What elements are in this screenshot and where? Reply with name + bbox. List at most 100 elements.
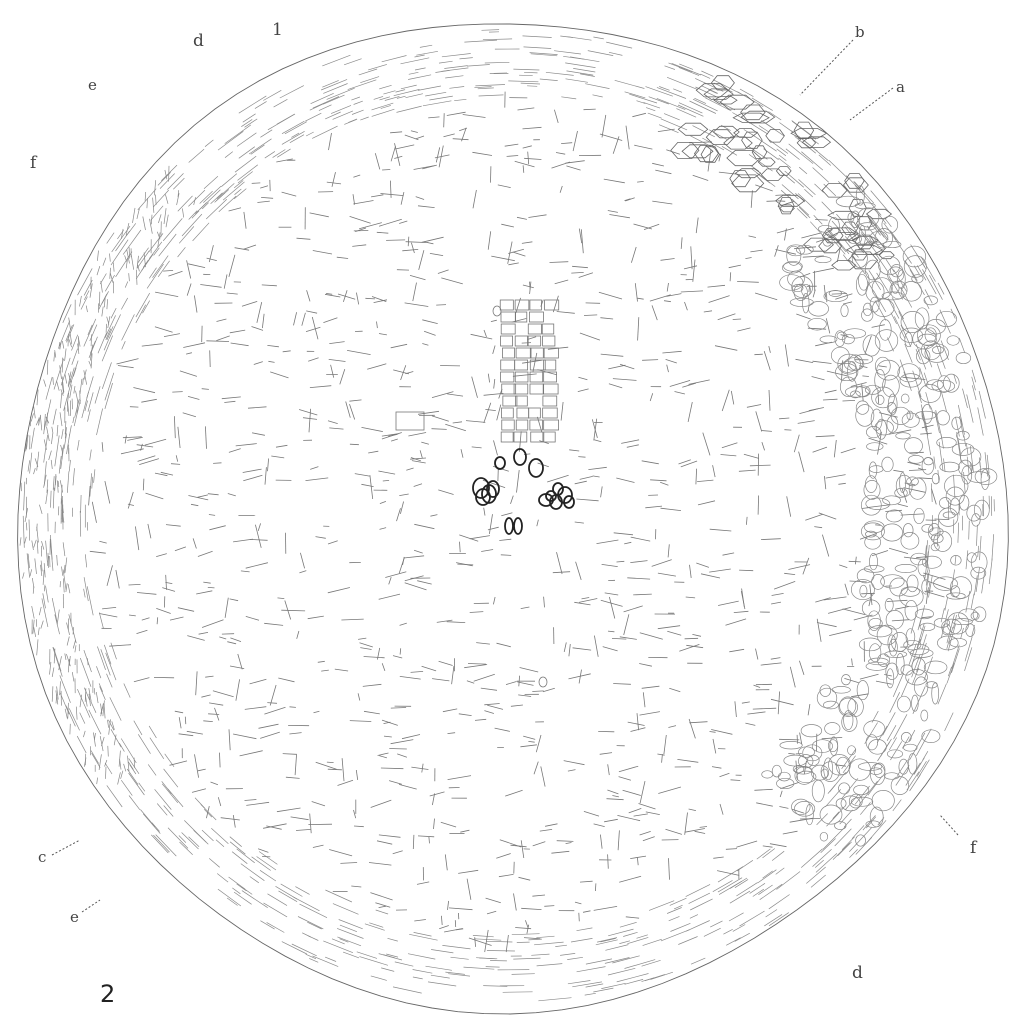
- cell-wall: [532, 690, 544, 692]
- fibre-stroke: [67, 334, 69, 347]
- fibre-stroke: [90, 353, 93, 369]
- band-stroke: [248, 138, 272, 155]
- cell-wall: [521, 241, 533, 244]
- cell-wall: [309, 212, 329, 218]
- cortex-cell: [834, 330, 846, 347]
- cell-wall: [771, 593, 784, 596]
- cell-wall: [217, 797, 222, 807]
- cortex-cell: [835, 363, 859, 382]
- cortex-cell: [898, 758, 909, 775]
- band-stroke: [912, 667, 920, 684]
- cell-wall: [836, 247, 841, 263]
- band-stroke: [302, 932, 311, 938]
- cell-wall: [467, 663, 487, 665]
- band-stroke: [695, 86, 720, 99]
- band-stroke: [178, 835, 187, 843]
- cell-wall: [493, 440, 498, 456]
- cell-wall: [779, 790, 783, 798]
- band-stroke: [260, 920, 275, 930]
- cortex-cell: [884, 772, 900, 780]
- cell-wall: [660, 258, 675, 261]
- cortex-cell: [884, 598, 894, 612]
- fibre-stroke: [109, 273, 114, 283]
- cell-wall: [561, 142, 573, 144]
- band-stroke: [45, 586, 49, 603]
- cell-wall: [308, 408, 311, 433]
- band-stroke: [624, 979, 644, 985]
- cell-wall: [622, 789, 641, 796]
- cell-wall: [349, 216, 371, 224]
- cortex-cell: [921, 729, 941, 743]
- cell-wall: [521, 342, 532, 344]
- fibre-stroke: [39, 504, 43, 514]
- band-stroke: [161, 783, 179, 804]
- fibre-stroke: [96, 265, 101, 276]
- cell-wall: [700, 573, 721, 579]
- cell-wall: [431, 415, 449, 422]
- cell-wall: [607, 210, 618, 213]
- strand-cell: [515, 347, 532, 359]
- band-stroke: [121, 779, 133, 796]
- band-stroke: [957, 404, 965, 435]
- parenchyma-cells: [88, 91, 950, 953]
- cell-wall: [625, 125, 630, 150]
- cell-wall: [568, 673, 591, 680]
- cell-wall: [514, 160, 535, 168]
- band-stroke: [135, 257, 151, 279]
- cell-wall: [399, 220, 408, 224]
- cortex-cell: [869, 465, 884, 473]
- cortex-cell: [867, 610, 881, 631]
- cell-wall: [375, 902, 391, 908]
- cell-wall: [380, 193, 404, 196]
- band-stroke: [312, 125, 338, 139]
- cell-wall: [294, 753, 297, 776]
- band-stroke: [511, 973, 535, 975]
- epidermal-cell: [796, 137, 817, 149]
- band-stroke: [679, 63, 694, 70]
- cell-wall: [88, 485, 91, 506]
- band-stroke: [70, 360, 79, 383]
- cell-wall: [657, 572, 676, 577]
- cell-wall: [341, 758, 345, 782]
- cell-wall: [365, 297, 376, 300]
- cell-wall: [662, 350, 682, 354]
- band-stroke: [703, 927, 721, 937]
- band-stroke: [798, 179, 816, 196]
- cell-wall: [306, 310, 318, 314]
- cell-wall: [580, 229, 584, 254]
- cortex-cell: [910, 552, 928, 566]
- cortex-cell: [881, 456, 894, 473]
- epidermal-cell: [824, 227, 859, 241]
- cell-wall: [522, 145, 532, 149]
- band-stroke: [966, 394, 974, 423]
- fibre-stroke: [29, 569, 33, 577]
- cortex-cell: [921, 404, 933, 424]
- cell-wall: [295, 829, 311, 831]
- cortex-cell: [858, 222, 877, 231]
- cortex-cell: [855, 385, 871, 398]
- cell-wall: [427, 242, 434, 245]
- band-stroke: [561, 96, 577, 100]
- cell-wall: [413, 549, 423, 554]
- band-stroke: [226, 897, 238, 906]
- band-stroke: [318, 104, 332, 111]
- band-stroke: [152, 255, 169, 278]
- cell-wall: [518, 694, 532, 697]
- band-stroke: [529, 52, 558, 55]
- cell-wall: [228, 254, 236, 278]
- band-stroke: [339, 924, 358, 933]
- cell-wall: [771, 601, 782, 605]
- band-stroke: [68, 708, 80, 731]
- cell-wall: [191, 788, 207, 793]
- cortex-cell: [894, 564, 917, 573]
- cell-wall: [367, 363, 387, 370]
- band-stroke: [109, 697, 122, 721]
- band-stroke: [607, 967, 636, 976]
- cell-wall: [684, 812, 688, 835]
- cortex-cell: [830, 346, 850, 364]
- cortex-cell: [927, 523, 941, 541]
- band-stroke: [623, 931, 638, 937]
- cell-wall: [355, 227, 367, 232]
- band-stroke: [889, 692, 901, 713]
- cortex-cell: [761, 770, 774, 779]
